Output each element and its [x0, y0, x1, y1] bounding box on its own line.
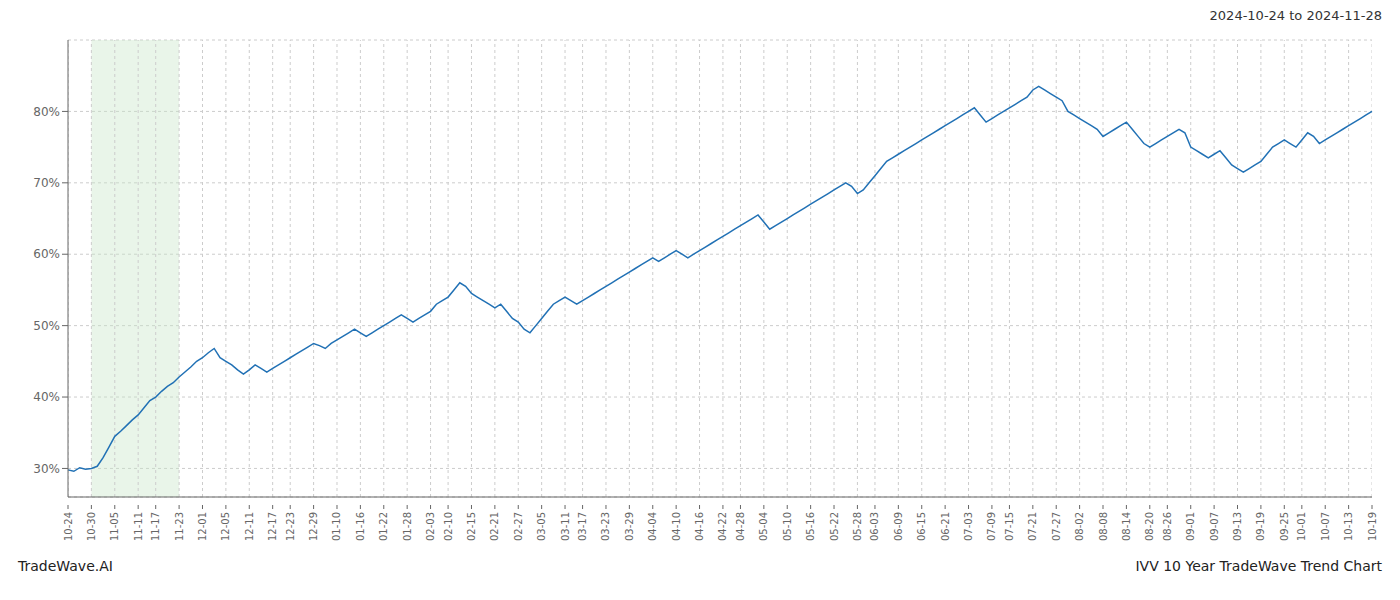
- svg-text:05-04: 05-04: [758, 512, 769, 541]
- svg-text:06-03: 06-03: [869, 512, 880, 541]
- svg-text:07-27: 07-27: [1051, 512, 1062, 541]
- svg-text:01-10: 01-10: [331, 512, 342, 541]
- svg-text:05-28: 05-28: [852, 512, 863, 541]
- svg-text:07-21: 07-21: [1027, 512, 1038, 541]
- svg-text:12-11: 12-11: [244, 512, 255, 541]
- html-text:IVV 10 Year TradeWave Trend Ch: IVV 10 Year TradeWave Trend Chart: [1135, 558, 1382, 574]
- svg-text:10-19: 10-19: [1367, 512, 1378, 541]
- svg-text:02-21: 02-21: [489, 512, 500, 541]
- svg-text:50%: 50%: [33, 319, 60, 333]
- svg-text:09-01: 09-01: [1185, 512, 1196, 541]
- svg-text:09-07: 09-07: [1209, 512, 1220, 541]
- svg-text:09-13: 09-13: [1232, 512, 1243, 541]
- svg-text:08-20: 08-20: [1144, 512, 1155, 541]
- svg-text:08-26: 08-26: [1162, 512, 1173, 541]
- svg-text:12-05: 12-05: [220, 512, 231, 541]
- svg-text:03-17: 03-17: [577, 512, 588, 541]
- svg-text:12-17: 12-17: [267, 512, 278, 541]
- svg-text:02-03: 02-03: [425, 512, 436, 541]
- html-text:TradeWave.AI: TradeWave.AI: [18, 558, 113, 574]
- svg-text:10-24: 10-24: [63, 512, 74, 541]
- svg-text:12-29: 12-29: [308, 512, 319, 541]
- svg-text:04-28: 04-28: [735, 512, 746, 541]
- svg-text:06-21: 06-21: [940, 512, 951, 541]
- svg-text:03-05: 03-05: [536, 512, 547, 541]
- html-text:2024-10-24 to 2024-11-28: 2024-10-24 to 2024-11-28: [1209, 8, 1382, 23]
- svg-text:04-04: 04-04: [647, 512, 658, 541]
- svg-text:05-16: 05-16: [805, 512, 816, 541]
- svg-text:07-15: 07-15: [1004, 512, 1015, 541]
- svg-text:05-22: 05-22: [829, 512, 840, 541]
- svg-text:12-01: 12-01: [197, 512, 208, 541]
- svg-text:04-16: 04-16: [694, 512, 705, 541]
- svg-text:08-14: 08-14: [1121, 512, 1132, 541]
- svg-text:02-15: 02-15: [466, 512, 477, 541]
- svg-text:04-22: 04-22: [717, 512, 728, 541]
- svg-text:08-08: 08-08: [1098, 512, 1109, 541]
- svg-text:10-01: 10-01: [1296, 512, 1307, 541]
- svg-text:03-11: 03-11: [560, 512, 571, 541]
- svg-text:07-09: 07-09: [986, 512, 997, 541]
- svg-text:03-29: 03-29: [624, 512, 635, 541]
- svg-text:05-10: 05-10: [782, 512, 793, 541]
- svg-text:09-19: 09-19: [1255, 512, 1266, 541]
- svg-text:08-02: 08-02: [1074, 512, 1085, 541]
- svg-text:10-13: 10-13: [1343, 512, 1354, 541]
- svg-text:10-30: 10-30: [86, 512, 97, 541]
- svg-text:11-23: 11-23: [174, 512, 185, 541]
- svg-text:02-10: 02-10: [443, 512, 454, 541]
- svg-text:01-22: 01-22: [378, 512, 389, 541]
- svg-text:11-05: 11-05: [109, 512, 120, 541]
- svg-text:11-11: 11-11: [133, 512, 144, 541]
- svg-text:06-15: 06-15: [916, 512, 927, 541]
- svg-text:30%: 30%: [33, 462, 60, 476]
- svg-text:06-09: 06-09: [893, 512, 904, 541]
- svg-text:09-25: 09-25: [1279, 512, 1290, 541]
- svg-text:70%: 70%: [33, 176, 60, 190]
- svg-text:12-23: 12-23: [285, 512, 296, 541]
- svg-text:60%: 60%: [33, 247, 60, 261]
- svg-text:04-10: 04-10: [671, 512, 682, 541]
- svg-text:40%: 40%: [33, 390, 60, 404]
- svg-text:80%: 80%: [33, 105, 60, 119]
- svg-text:01-28: 01-28: [402, 512, 413, 541]
- svg-text:07-03: 07-03: [963, 512, 974, 541]
- svg-text:11-17: 11-17: [150, 512, 161, 541]
- svg-text:10-07: 10-07: [1320, 512, 1331, 541]
- svg-text:01-16: 01-16: [355, 512, 366, 541]
- svg-text:02-27: 02-27: [513, 512, 524, 541]
- svg-text:03-23: 03-23: [600, 512, 611, 541]
